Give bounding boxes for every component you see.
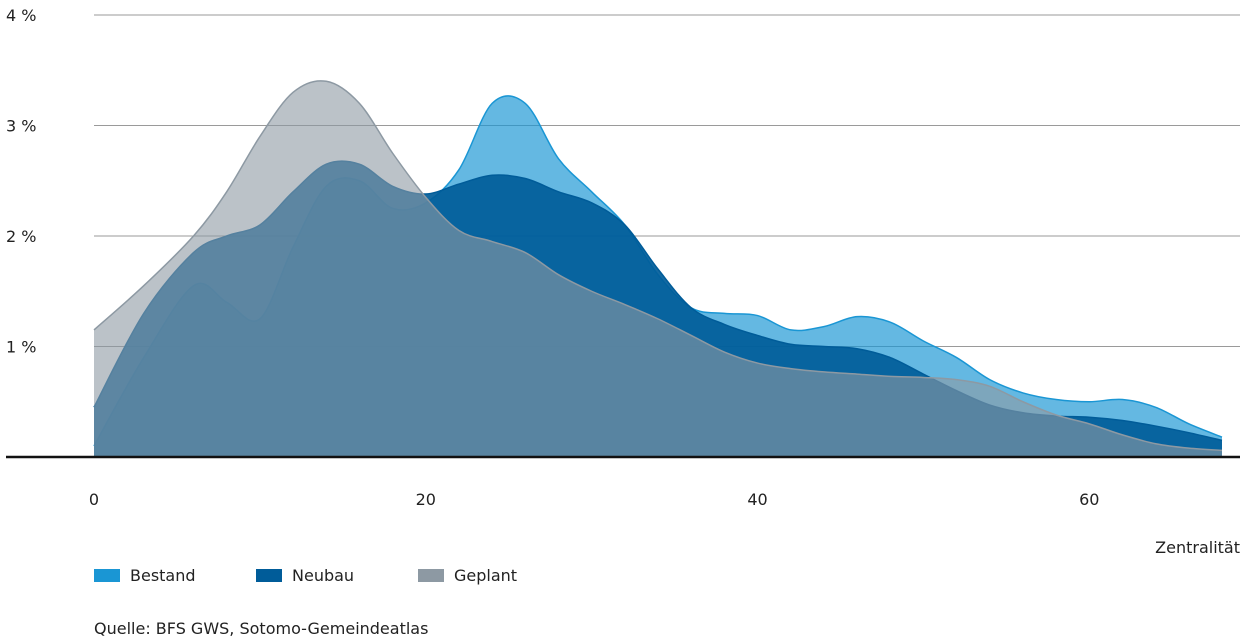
axes: 1 % 2 % 3 % 4 % 0 20 40 60 Zentralität — [6, 6, 1240, 557]
y-tick-label: 1 % — [6, 338, 36, 357]
legend-swatch-bestand — [94, 569, 120, 582]
x-tick-label: 40 — [747, 490, 767, 509]
legend-label-bestand: Bestand — [130, 566, 196, 585]
x-tick-label: 60 — [1079, 490, 1099, 509]
legend: Bestand Neubau Geplant — [94, 566, 580, 585]
y-tick-label: 4 % — [6, 6, 36, 25]
y-tick-label: 3 % — [6, 117, 36, 136]
area-chart: 1 % 2 % 3 % 4 % 0 20 40 60 Zentralität — [6, 6, 1240, 557]
area-series — [93, 80, 1223, 458]
x-tick-label: 0 — [89, 490, 99, 509]
legend-label-geplant: Geplant — [454, 566, 518, 585]
legend-swatch-geplant — [418, 569, 444, 582]
legend-item-bestand: Bestand — [94, 566, 256, 585]
area-geplant — [94, 80, 1222, 457]
legend-swatch-neubau — [256, 569, 282, 582]
legend-label-neubau: Neubau — [292, 566, 355, 585]
x-tick-label: 20 — [416, 490, 436, 509]
line-geplant — [93, 80, 1223, 452]
y-tick-label: 2 % — [6, 227, 36, 246]
legend-item-neubau: Neubau — [256, 566, 418, 585]
legend-item-geplant: Geplant — [418, 566, 580, 585]
source-note: Quelle: BFS GWS, Sotomo-Gemeindeatlas — [94, 619, 429, 638]
x-axis-title: Zentralität — [1155, 538, 1240, 557]
